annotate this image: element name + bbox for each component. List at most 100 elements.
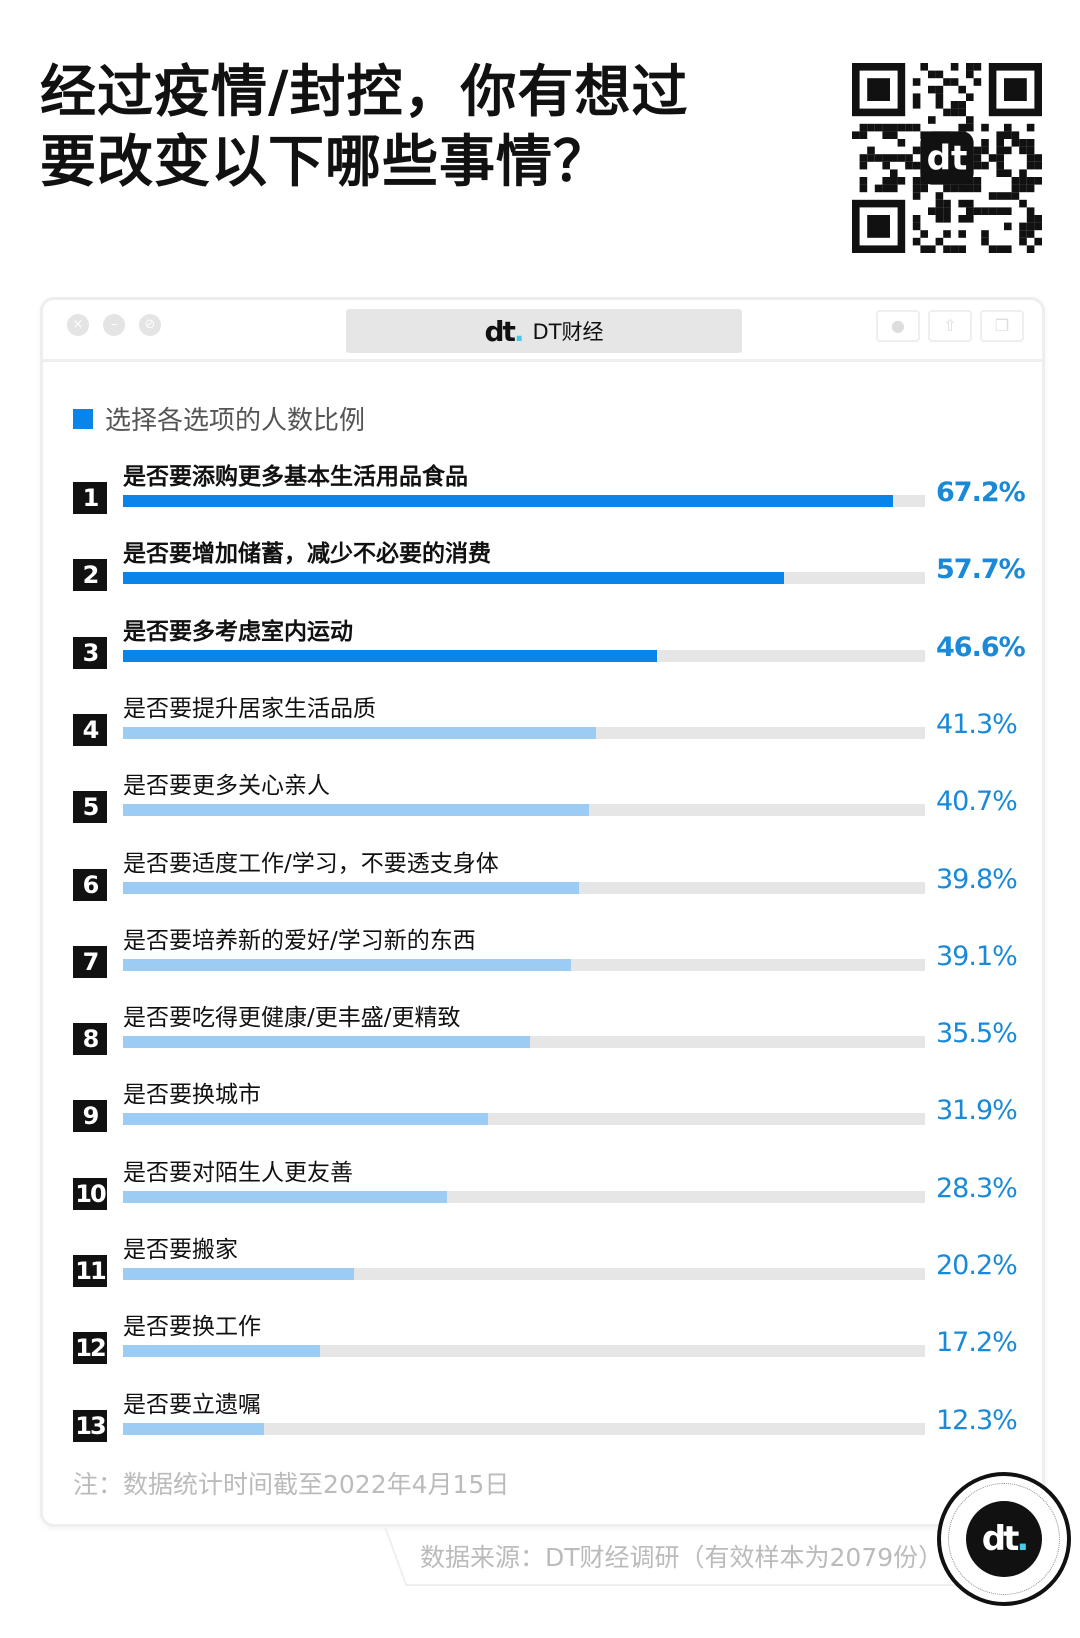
bar-row: 9 是否要换城市 31.9% xyxy=(73,1082,1023,1165)
bar xyxy=(123,649,657,662)
bar-category-label: 是否要换城市 xyxy=(123,1082,261,1109)
page-title: 经过疫情/封控，你有想过 要改变以下哪些事情？ xyxy=(40,58,688,198)
record-icon: ● xyxy=(876,310,920,342)
bar-row: 12 是否要换工作 17.2% xyxy=(73,1314,1023,1397)
bar-category-label: 是否要提升居家生活品质 xyxy=(123,695,376,722)
dt-logo-icon: dt. xyxy=(484,314,524,348)
bar-value-label: 46.6% xyxy=(936,631,1026,663)
bar-track xyxy=(123,958,925,971)
bar-value-label: 41.3% xyxy=(936,708,1018,740)
footnote: 注：数据统计时间截至2022年4月15日 xyxy=(73,1470,510,1499)
rank-badge: 7 xyxy=(73,945,107,978)
bar-row: 4 是否要提升居家生活品质 41.3% xyxy=(73,696,1023,779)
rank-badge: 9 xyxy=(73,1100,107,1133)
bar-value-label: 20.2% xyxy=(936,1250,1018,1281)
bar xyxy=(123,804,590,817)
rank-badge: 6 xyxy=(73,868,107,901)
bar-category-label: 是否要多考虑室内运动 xyxy=(123,618,353,645)
bar xyxy=(123,1113,489,1126)
bar-row: 5 是否要更多关心亲人 40.7% xyxy=(73,773,1023,856)
tab-title: DT财经 xyxy=(532,320,604,344)
rank-badge: 8 xyxy=(73,1023,107,1056)
bar-value-label: 39.1% xyxy=(936,940,1018,972)
bar-category-label: 是否要培养新的爱好/学习新的东西 xyxy=(123,927,476,954)
bar-category-label: 是否要立遗嘱 xyxy=(123,1391,261,1418)
window-tab: dt. DT财经 xyxy=(346,309,742,353)
bar-row: 7 是否要培养新的爱好/学习新的东西 39.1% xyxy=(73,928,1023,1011)
bar-category-label: 是否要对陌生人更友善 xyxy=(123,1159,353,1186)
title-line-1: 经过疫情/封控，你有想过 xyxy=(40,60,689,125)
bar xyxy=(123,495,893,507)
rank-badge: 11 xyxy=(73,1255,107,1287)
bar-category-label: 是否要更多关心亲人 xyxy=(123,773,330,800)
bar xyxy=(123,1268,355,1280)
bar xyxy=(123,958,571,971)
bar-track xyxy=(123,1190,925,1203)
svg-text:dt: dt xyxy=(927,138,968,178)
bar-value-label: 17.2% xyxy=(936,1327,1018,1359)
bar-category-label: 是否要换工作 xyxy=(123,1314,261,1341)
bar-category-label: 是否要增加储蓄，减少不必要的消费 xyxy=(123,541,491,568)
title-line-2: 要改变以下哪些事情？ xyxy=(40,130,610,195)
rank-badge: 4 xyxy=(73,713,107,746)
bar-row: 11 是否要搬家 20.2% xyxy=(73,1237,1023,1320)
bar-value-label: 40.7% xyxy=(936,786,1018,818)
bar-row: 6 是否要适度工作/学习，不要透支身体 39.8% xyxy=(73,851,1023,934)
bar-track xyxy=(123,804,925,817)
legend-label: 选择各选项的人数比例 xyxy=(105,406,366,436)
bar-value-label: 12.3% xyxy=(936,1404,1018,1436)
bar-value-label: 39.8% xyxy=(936,863,1018,895)
bar xyxy=(123,1345,321,1358)
bar xyxy=(123,1036,530,1049)
rank-badge: 3 xyxy=(73,636,107,669)
browser-window-card: × – ⊘ dt. DT财经 ● ⇧ ❐ 选择各选项的人数比例 1 是否要添购更… xyxy=(40,297,1045,1527)
bar-track xyxy=(123,881,925,894)
bar-track xyxy=(123,726,925,739)
bar-category-label: 是否要适度工作/学习，不要透支身体 xyxy=(123,850,499,877)
window-titlebar: × – ⊘ dt. DT财经 ● ⇧ ❐ xyxy=(43,300,1042,362)
bar xyxy=(123,881,579,894)
bar-row: 2 是否要增加储蓄，减少不必要的消费 57.7% xyxy=(73,541,1026,624)
rank-badge: 5 xyxy=(73,791,107,824)
dt-logo-icon: dt. xyxy=(966,1501,1042,1577)
close-icon: × xyxy=(67,314,89,336)
bar-track xyxy=(123,1345,925,1358)
bar-value-label: 28.3% xyxy=(936,1172,1018,1204)
windows-icon: ❐ xyxy=(980,310,1024,342)
chart-legend: 选择各选项的人数比例 xyxy=(73,400,365,437)
bar-track xyxy=(123,1036,925,1049)
minimize-icon: – xyxy=(103,314,125,336)
bar-row: 1 是否要添购更多基本生活用品食品 67.2% xyxy=(73,464,1026,547)
bar-track xyxy=(123,649,925,662)
bar-value-label: 57.7% xyxy=(936,554,1026,586)
rank-badge: 12 xyxy=(73,1332,107,1365)
bar-category-label: 是否要添购更多基本生活用品食品 xyxy=(123,464,468,490)
bar-row: 8 是否要吃得更健康/更丰盛/更精致 35.5% xyxy=(73,1005,1023,1088)
bar xyxy=(123,726,597,739)
brand-badge: dt. xyxy=(937,1472,1071,1606)
bar-value-label: 67.2% xyxy=(936,477,1026,508)
bar xyxy=(123,1422,264,1435)
rank-badge: 2 xyxy=(73,559,107,592)
qr-code: dt xyxy=(852,63,1042,253)
bar xyxy=(123,1190,448,1203)
rank-badge: 1 xyxy=(73,482,107,514)
bar xyxy=(123,572,785,585)
rank-badge: 10 xyxy=(73,1177,107,1210)
bar-track xyxy=(123,1113,925,1126)
bar-value-label: 31.9% xyxy=(936,1095,1018,1127)
bar-row: 3 是否要多考虑室内运动 46.6% xyxy=(73,619,1026,702)
bar-track xyxy=(123,495,925,507)
share-icon: ⇧ xyxy=(928,310,972,342)
bar-track xyxy=(123,1422,925,1435)
bar-category-label: 是否要吃得更健康/更丰盛/更精致 xyxy=(123,1005,461,1032)
source-text: 数据来源：DT财经调研（有效样本为2079份） xyxy=(420,1543,944,1572)
bar-row: 10 是否要对陌生人更友善 28.3% xyxy=(73,1160,1023,1243)
bar-track xyxy=(123,1268,925,1280)
rank-badge: 13 xyxy=(73,1409,107,1442)
bar-track xyxy=(123,572,925,585)
bar-value-label: 35.5% xyxy=(936,1018,1018,1050)
legend-swatch xyxy=(73,408,93,429)
bar-row: 13 是否要立遗嘱 12.3% xyxy=(73,1392,1023,1475)
bar-category-label: 是否要搬家 xyxy=(123,1237,238,1263)
